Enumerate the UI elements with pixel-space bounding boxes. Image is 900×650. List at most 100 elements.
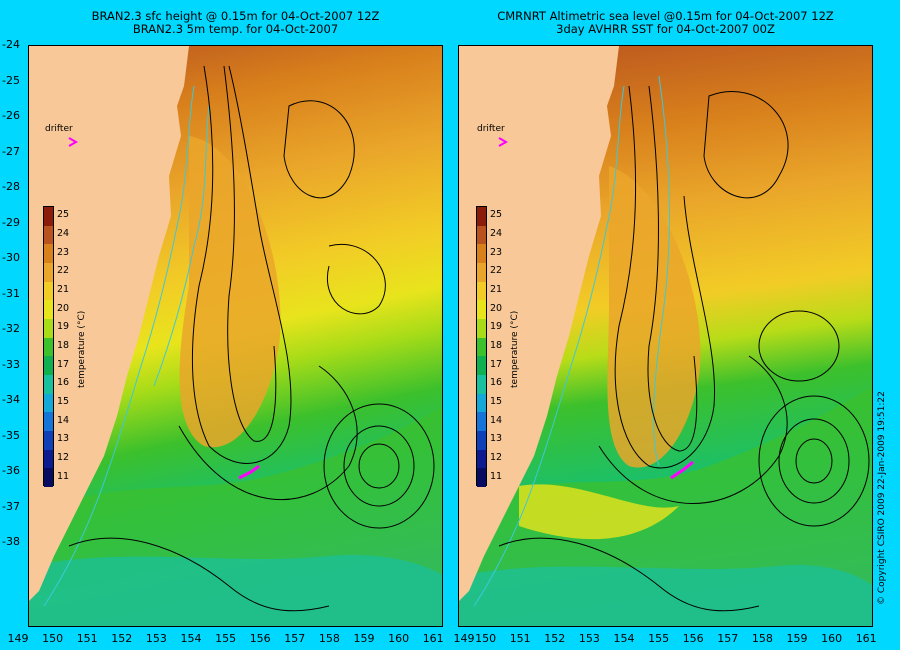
- latitude-tick-label: -37: [2, 499, 20, 513]
- left-panel-title: BRAN2.3 sfc height @ 0.15m for 04-Oct-20…: [28, 10, 443, 36]
- latitude-tick-label: -24: [2, 38, 20, 51]
- colorbar-tick-label: 11: [490, 470, 503, 482]
- colorbar-swatch: [44, 431, 53, 451]
- colorbar-swatch: [477, 356, 486, 376]
- colorbar-tick-label: 13: [490, 433, 503, 445]
- colorbar-tick-label: 25: [490, 209, 503, 221]
- longitude-tick-label: 158: [751, 632, 773, 645]
- longitude-tick-label: 150: [475, 632, 497, 645]
- colorbar-swatch: [44, 300, 53, 320]
- cooler-water-band: [459, 565, 872, 626]
- latitude-tick-label: -35: [2, 428, 20, 442]
- longitude-tick-label: 153: [145, 632, 167, 645]
- colorbar-tick-label: 15: [57, 396, 70, 407]
- colorbar-swatch: [44, 319, 53, 339]
- latitude-tick-label: -26: [2, 109, 20, 122]
- eddy-contour: [778, 418, 850, 504]
- colorbar-tick-label: 25: [57, 209, 70, 221]
- colorbar-swatch: [477, 244, 486, 264]
- longitude-tick-label: 152: [111, 632, 133, 645]
- colorbar-swatch: [477, 207, 486, 227]
- isobath-line: [43, 85, 195, 607]
- colorbar-swatch: [477, 337, 486, 357]
- longitude-tick-label: 154: [180, 632, 202, 645]
- isobath-line: [153, 105, 210, 387]
- colorbar-swatch: [477, 300, 486, 320]
- sea-level-contour: [598, 355, 788, 504]
- isobath-line: [473, 85, 625, 607]
- left-colorbar: [43, 206, 54, 488]
- drifter-label: drifter: [45, 124, 73, 134]
- longitude-tick-label: 156: [249, 632, 271, 645]
- colorbar-tick-label: 23: [57, 246, 70, 258]
- drifter-track: [238, 464, 260, 480]
- latitude-tick-label: -28: [2, 180, 20, 193]
- longitude-tick-label: 151: [76, 632, 98, 645]
- colorbar-tick-label: 14: [490, 414, 503, 426]
- colorbar-swatch: [44, 244, 53, 264]
- colorbar-tick-label: 14: [57, 414, 70, 426]
- right-colorbar: [476, 206, 487, 488]
- land-mass: [29, 46, 189, 601]
- left-title-line1: BRAN2.3 sfc height @ 0.15m for 04-Oct-20…: [91, 9, 380, 23]
- cool-water-band: [459, 387, 872, 626]
- longitude-tick-label: 158: [318, 632, 340, 645]
- latitude-tick-label: -25: [2, 73, 20, 87]
- colorbar-tick-label: 19: [490, 321, 503, 333]
- sea-level-contour: [326, 244, 386, 315]
- longitude-tick-label: 161: [422, 632, 444, 645]
- colorbar-tick-label: 21: [490, 284, 503, 295]
- colorbar-tick-label: 23: [490, 246, 503, 258]
- colorbar-tick-label: 18: [490, 340, 503, 351]
- drifter-marker: [498, 137, 509, 147]
- longitude-tick-label: 149: [453, 632, 475, 645]
- isobath-line: [653, 75, 670, 467]
- warm-filament: [519, 484, 679, 540]
- right-panel-title: CMRNRT Altimetric sea level @0.15m for 0…: [458, 10, 873, 36]
- longitude-tick-label: 154: [613, 632, 635, 645]
- colorbar-tick-label: 12: [57, 452, 70, 463]
- copyright-notice: © Copyright CSIRO 2009 22-Jan-2009 19:51…: [877, 391, 887, 605]
- colorbar-swatch: [477, 393, 486, 413]
- longitude-tick-label: 156: [682, 632, 704, 645]
- left-colorbar-label: temperature (°C): [77, 310, 87, 388]
- eddy-contour: [758, 395, 870, 527]
- colorbar-swatch: [44, 468, 53, 488]
- colorbar-tick-label: 24: [57, 228, 70, 239]
- right-map-svg: [459, 46, 872, 626]
- drifter-label: drifter: [477, 124, 505, 134]
- sea-level-contour: [191, 65, 292, 464]
- colorbar-swatch: [477, 319, 486, 339]
- colorbar-swatch: [477, 412, 486, 432]
- colorbar-tick-label: 16: [57, 377, 70, 389]
- colorbar-tick-label: 24: [490, 228, 503, 239]
- latitude-tick-label: -34: [2, 393, 20, 406]
- colorbar-tick-label: 22: [57, 265, 70, 277]
- left-map-panel: drifter: [28, 45, 443, 627]
- longitude-tick-label: 150: [42, 632, 64, 645]
- sea-level-contour: [703, 91, 789, 199]
- right-map-panel: drifter: [458, 45, 873, 627]
- longitude-tick-label: 149: [7, 632, 29, 645]
- colorbar-swatch: [477, 263, 486, 283]
- sea-level-contour: [647, 85, 698, 452]
- colorbar-swatch: [44, 393, 53, 413]
- colorbar-swatch: [477, 281, 486, 301]
- colorbar-tick-label: 13: [57, 433, 70, 445]
- latitude-tick-label: -29: [2, 215, 20, 229]
- colorbar-swatch: [477, 449, 486, 469]
- longitude-tick-label: 159: [353, 632, 375, 645]
- colorbar-swatch: [44, 412, 53, 432]
- longitude-tick-label: 161: [855, 632, 877, 645]
- sea-level-contour: [283, 100, 355, 199]
- latitude-tick-label: -36: [2, 464, 20, 477]
- colorbar-swatch: [477, 431, 486, 451]
- longitude-tick-label: 157: [284, 632, 306, 645]
- colorbar-tick-label: 11: [57, 470, 70, 482]
- colorbar-tick-label: 17: [57, 358, 70, 370]
- sea-level-contour: [223, 65, 277, 442]
- latitude-tick-label: -31: [2, 286, 20, 300]
- colorbar-tick-label: 17: [490, 358, 503, 370]
- sea-level-contour: [68, 537, 330, 612]
- colorbar-swatch: [44, 337, 53, 357]
